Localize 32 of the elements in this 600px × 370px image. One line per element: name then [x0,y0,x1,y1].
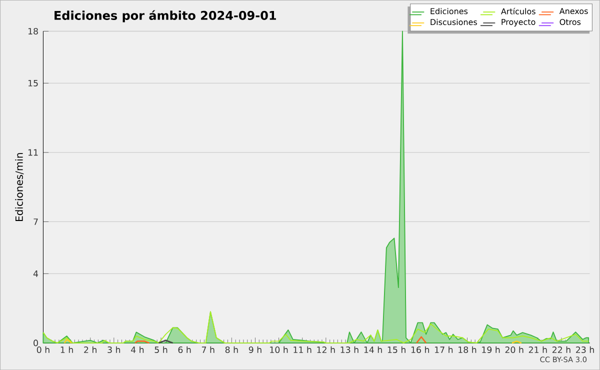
x-tick-label: 10 h [270,346,288,353]
x-tick-label: 7 h [202,346,214,353]
x-tick-label: 5 h [154,346,168,353]
x-tick-label: 12 h [317,346,335,353]
x-tick-label: 3 h [108,346,120,353]
y-tick-label: 4 [33,270,38,277]
y-tick-label: 0 [34,340,38,346]
x-tick-label: 11 h [294,346,312,353]
x-tick-label: 1 h [60,346,73,353]
y-tick-label: 15 [28,80,38,86]
x-tick-label: 15 h [388,346,406,353]
x-tick-label: 9 h [248,346,262,353]
x-tick-label: 21 h [528,346,547,353]
x-tick-label: 8 h [225,346,238,353]
x-tick-label: 6 h [178,346,191,353]
x-tick-label: 13 h [340,346,358,353]
y-axis-title: Ediciones/min [15,152,24,221]
x-tick-label: 17 h [435,346,453,353]
y-tick-label: 18 [28,28,38,34]
x-tick-label: 4 h [131,346,144,353]
x-tick-label: 22 h [552,346,570,353]
chart-title: Ediciones por ámbito 2024-09-01 [54,10,276,22]
y-tick-label: 11 [28,149,38,156]
x-tick-label: 14 h [364,346,382,353]
x-tick-label: 16 h [411,346,430,353]
x-tick-label: 19 h [482,346,500,353]
y-tick-label: 7 [34,218,38,225]
x-tick-label: 23 h [576,346,594,353]
x-tick-label: 18 h [458,346,476,353]
x-tick-label: 2 h [84,346,96,353]
x-tick-label: 0 h [36,346,50,353]
x-tick-label: 20 h [505,346,524,353]
